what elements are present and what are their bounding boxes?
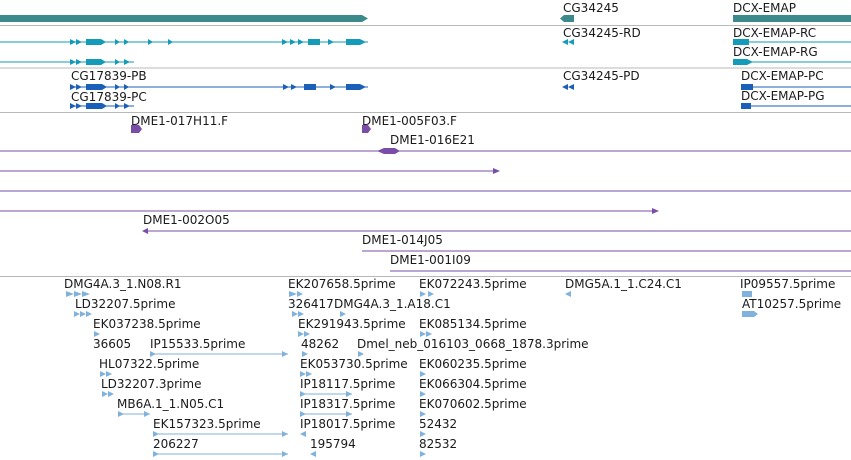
est-label[interactable]: EK066304.5prime xyxy=(419,377,527,391)
gene-arrow-icon xyxy=(362,15,368,22)
transcript-label[interactable]: CG17839-PC xyxy=(71,90,147,104)
est-label[interactable]: DMG4A.3_1.N08.R1 xyxy=(64,277,182,291)
transcript-label[interactable]: CG17839-PB xyxy=(71,69,147,83)
est-label[interactable]: 82532 xyxy=(419,437,458,451)
est-label[interactable]: Dmel_neb_016103_0668_1878.3prime xyxy=(357,337,589,351)
est-label[interactable]: IP18117.5prime xyxy=(300,377,396,391)
transcript-models xyxy=(0,39,851,109)
est-label[interactable]: 52432 xyxy=(419,417,458,431)
clone-label[interactable]: DME1-016E21 xyxy=(390,133,475,147)
est-label[interactable]: EK072243.5prime xyxy=(419,277,527,291)
gene-feature-bar[interactable] xyxy=(564,15,574,22)
transcript-label[interactable]: DCX-EMAP-RG xyxy=(733,45,818,59)
clone-label[interactable]: DME1-001I09 xyxy=(390,253,471,267)
est-label[interactable]: AT10257.5prime xyxy=(742,297,842,311)
gene-label[interactable]: CG34245 xyxy=(563,1,619,15)
gene-arrow-icon xyxy=(560,15,564,22)
transcript-label[interactable]: DCX-EMAP-RC xyxy=(733,26,817,40)
est-features xyxy=(66,291,758,457)
est-label[interactable]: EK291943.5prime xyxy=(298,317,406,331)
clone-features xyxy=(0,125,851,272)
est-label[interactable]: EK060235.5prime xyxy=(419,357,527,371)
est-label[interactable]: 195794 xyxy=(310,437,356,451)
track-divider xyxy=(0,112,851,113)
transcript-label[interactable]: CG34245-RD xyxy=(563,26,641,40)
est-label[interactable]: 206227 xyxy=(153,437,199,451)
est-label[interactable]: EK085134.5prime xyxy=(419,317,527,331)
gene-track: CG34245 DCX-EMAP xyxy=(0,0,851,25)
track-divider xyxy=(0,25,851,26)
clone-label[interactable]: DME1-002O05 xyxy=(143,213,230,227)
est-label[interactable]: HL07322.5prime xyxy=(99,357,200,371)
est-label[interactable]: EK207658.5prime xyxy=(288,277,396,291)
clone-track: DME1-017H11.F DME1-005F03.F DME1-016E21 … xyxy=(0,113,851,276)
est-label[interactable]: MB6A.1_1.N05.C1 xyxy=(117,397,225,411)
transcript-label[interactable]: DCX-EMAP-PC xyxy=(741,69,824,83)
gene-feature-bar[interactable] xyxy=(0,15,362,22)
est-label[interactable]: DMG5A.1_1.C24.C1 xyxy=(565,277,682,291)
est-label[interactable]: EK053730.5prime xyxy=(300,357,408,371)
est-label[interactable]: IP15533.5prime xyxy=(150,337,246,351)
est-label[interactable]: IP18017.5prime xyxy=(300,417,396,431)
transcript-label[interactable]: CG34245-PD xyxy=(563,69,640,83)
track-divider xyxy=(0,276,851,277)
clone-label[interactable]: DME1-014J05 xyxy=(362,233,443,247)
est-track: DMG4A.3_1.N08.R1 EK207658.5prime EK07224… xyxy=(0,277,851,460)
est-label[interactable]: LD32207.3prime xyxy=(101,377,202,391)
est-label[interactable]: IP18317.5prime xyxy=(300,397,396,411)
est-label[interactable]: IP09557.5prime xyxy=(740,277,836,291)
gene-feature-bar[interactable] xyxy=(733,15,851,22)
est-label[interactable]: EK070602.5prime xyxy=(419,397,527,411)
est-label[interactable]: EK037238.5prime xyxy=(93,317,201,331)
est-label[interactable]: LD32207.5prime xyxy=(75,297,176,311)
clone-label[interactable]: DME1-017H11.F xyxy=(131,114,229,128)
transcript-track: CG34245-RD DCX-EMAP-RC DCX-EMAP-RG CG178… xyxy=(0,26,851,112)
est-label[interactable]: 36605 xyxy=(93,337,132,351)
est-label[interactable]: 48262 xyxy=(301,337,340,351)
est-label[interactable]: 326417 xyxy=(288,297,334,311)
est-label[interactable]: DMG4A.3_1.A18.C1 xyxy=(334,297,451,311)
gene-label[interactable]: DCX-EMAP xyxy=(733,1,796,15)
clone-label[interactable]: DME1-005F03.F xyxy=(362,114,457,128)
est-label[interactable]: EK157323.5prime xyxy=(153,417,261,431)
transcript-label[interactable]: DCX-EMAP-PG xyxy=(741,89,825,103)
